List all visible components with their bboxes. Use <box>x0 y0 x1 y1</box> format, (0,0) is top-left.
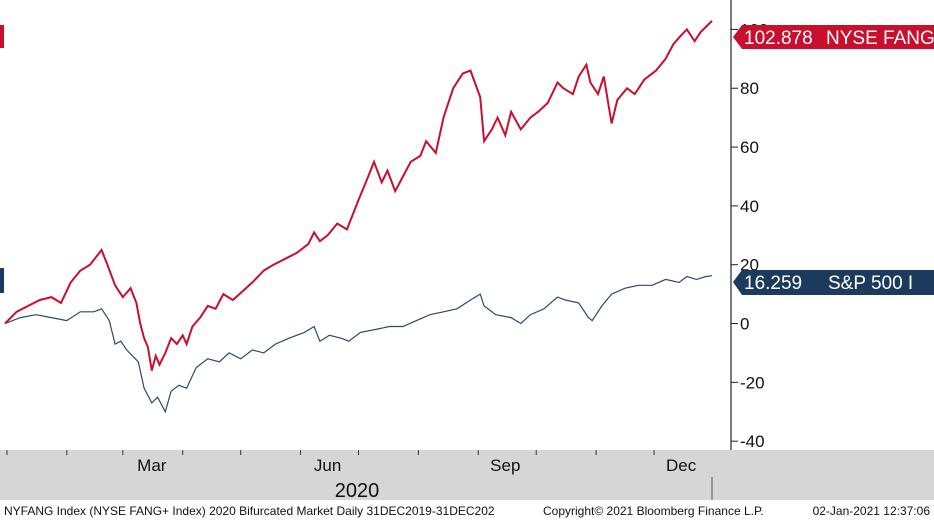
footer-copyright: Copyright© 2021 Bloomberg Finance L.P. <box>543 504 764 518</box>
sp500-tag-value: 16.259 <box>744 273 802 294</box>
footer: NYFANG Index (NYSE FANG+ Index) 2020 Bif… <box>4 504 930 518</box>
year-label: 2020 <box>335 480 380 502</box>
sp500-value-tag: 16.259 S&P 500 I <box>733 270 934 295</box>
date-axis-bar <box>0 450 934 500</box>
y-tick-label: 60 <box>740 138 759 157</box>
fang-tag-background <box>733 25 934 49</box>
footer-timestamp: 02-Jan-2021 12:37:06 <box>813 504 931 518</box>
y-tick-label: 0 <box>740 315 749 334</box>
sp500-tag-background <box>733 270 934 295</box>
spx-left-marker <box>0 268 4 293</box>
fang-tag-name: NYSE FANG <box>826 28 934 49</box>
fang-tag-value: 102.878 <box>744 28 813 49</box>
y-tick-label: 80 <box>740 79 759 98</box>
y-tick-label: 40 <box>740 197 759 216</box>
y-tick-label: 20 <box>740 256 759 275</box>
sp500-tag-name: S&P 500 I <box>828 273 913 294</box>
x-axis-ticks <box>6 450 655 455</box>
x-month-label: Mar <box>137 456 167 475</box>
y-tick-label: -40 <box>740 432 765 451</box>
x-month-label: Sep <box>490 456 520 475</box>
x-month-label: Dec <box>666 456 697 475</box>
fang-left-marker <box>0 25 4 48</box>
y-tick-label: -20 <box>740 373 765 392</box>
x-axis-month-labels: Mar Jun Sep Dec <box>137 456 697 475</box>
sp500-series-line <box>4 275 713 414</box>
nyse-fang-series-line <box>4 20 713 371</box>
footer-source: NYFANG Index (NYSE FANG+ Index) 2020 Bif… <box>4 504 495 518</box>
x-month-label: Jun <box>314 456 341 475</box>
fang-value-tag: 102.878 NYSE FANG <box>733 25 934 49</box>
